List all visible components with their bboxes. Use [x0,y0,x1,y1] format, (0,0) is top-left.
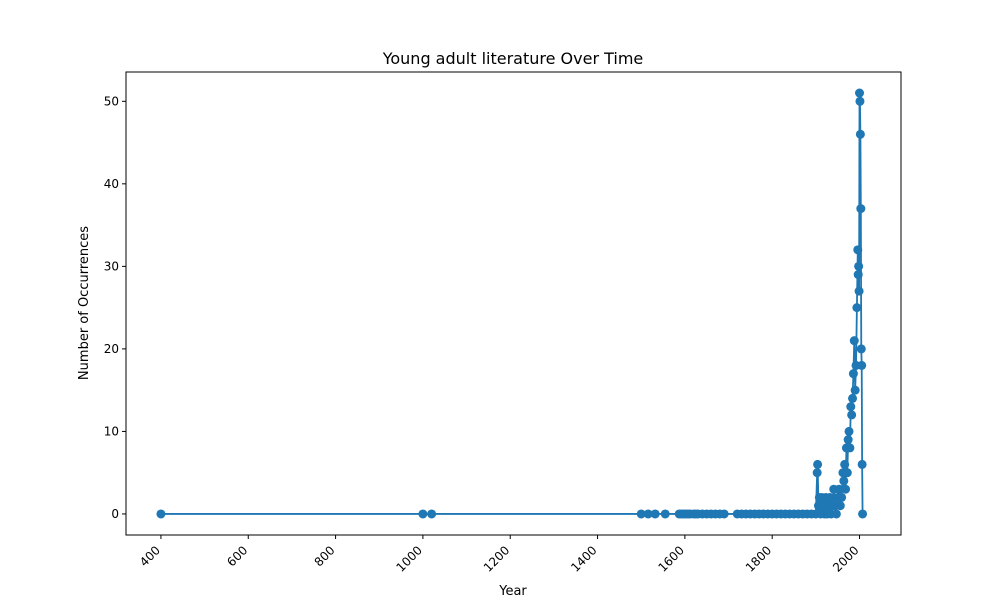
data-point [719,509,729,519]
data-point [855,88,865,98]
data-point [854,261,864,271]
x-tick-label: 1200 [481,543,512,574]
data-point [418,509,428,519]
data-point [852,303,862,313]
data-point [427,509,437,519]
x-axis-label: Year [498,584,527,599]
data-point [855,129,865,139]
x-tick-label: 1800 [743,543,774,574]
data-point [841,484,851,494]
data-point [844,426,854,436]
y-tick-label: 10 [104,424,119,438]
data-point [835,501,845,511]
data-point [834,484,844,494]
data-point [857,459,867,469]
data-point [846,402,856,412]
y-tick-label: 0 [111,507,119,521]
data-point [837,492,847,502]
x-tick-label: 1000 [394,543,425,574]
data-point [843,435,853,445]
data-point [650,509,660,519]
data-point [839,476,849,486]
data-point [848,393,858,403]
data-point [850,385,860,395]
data-point [848,369,858,379]
data-point [845,443,855,453]
data-point [831,509,841,519]
x-tick-label: 400 [137,543,163,569]
data-point [842,468,852,478]
x-tick-label: 800 [312,543,338,569]
data-point [856,204,866,214]
y-axis-label: Number of Occurrences [77,226,92,380]
data-point [856,344,866,354]
data-point [812,468,822,478]
x-tick-label: 2000 [830,543,861,574]
data-point [636,509,646,519]
chart-title: Young adult literature Over Time [382,49,644,68]
plot-frame [125,71,902,536]
data-point [840,459,850,469]
data-point [643,509,653,519]
data-point [660,509,670,519]
y-tick-label: 20 [104,342,119,356]
x-tick-label: 1600 [655,543,686,574]
x-tick-label: 1400 [568,543,599,574]
y-tick-label: 40 [104,177,119,191]
data-point [853,270,863,280]
data-point [825,492,835,502]
y-tick-label: 30 [104,259,119,273]
data-point [813,459,823,469]
data-point [858,509,868,519]
data-point [849,336,859,346]
data-point [855,96,865,106]
data-point [857,360,867,370]
data-point [847,410,857,420]
data-point [853,245,863,255]
data-line [160,92,864,515]
x-tick-label: 600 [224,543,250,569]
data-point [156,509,166,519]
data-point [854,286,864,296]
y-tick-label: 50 [104,94,119,108]
